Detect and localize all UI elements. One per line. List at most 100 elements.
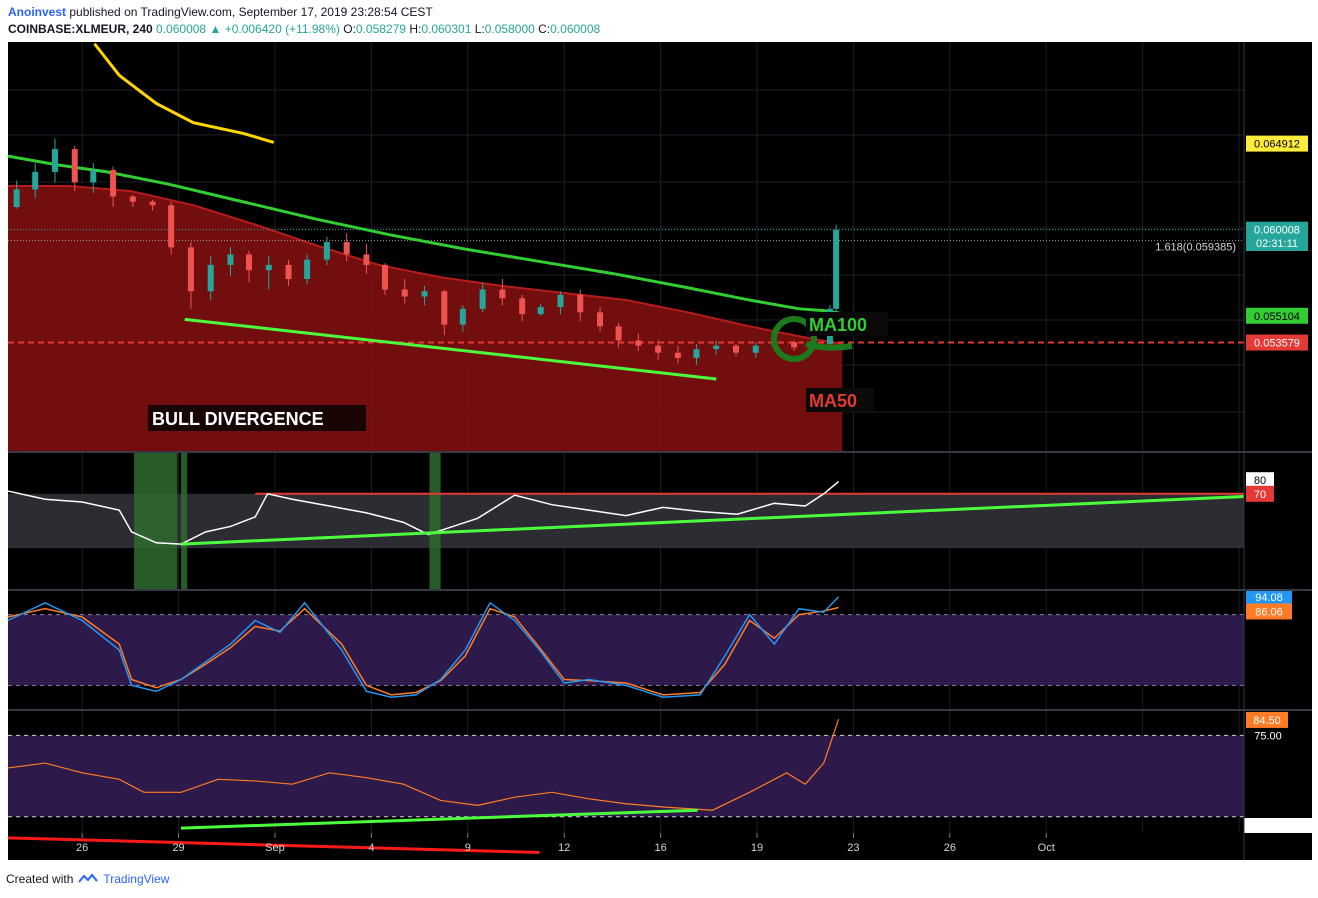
candle-body <box>441 291 448 325</box>
candle-body <box>519 298 526 315</box>
ma100-label-box <box>806 312 888 336</box>
ohlc-bar: COINBASE:XLMEUR, 240 0.060008 ▲ +0.00642… <box>8 22 600 36</box>
candle-body <box>655 345 662 353</box>
osc-red-trendline <box>7 836 540 855</box>
candle-body <box>304 259 311 279</box>
candle-body <box>459 308 466 325</box>
candle-body <box>499 289 506 299</box>
ma100-label: MA100 <box>809 315 867 335</box>
candle-body <box>227 254 234 265</box>
bull-divergence-box <box>148 405 366 431</box>
price-axis-tag <box>1246 307 1308 324</box>
stoch-k-line <box>7 596 840 698</box>
rsi-axis-tag <box>1246 472 1274 489</box>
candle-body <box>90 170 97 183</box>
ma100-line <box>7 154 843 316</box>
rsi-highlight-zone <box>181 453 188 589</box>
stoch-band <box>8 614 1244 686</box>
price-axis-label: 0.055104 <box>1254 311 1300 323</box>
high-label: H: <box>409 22 422 36</box>
candle-body <box>343 242 350 255</box>
ma50-fill-area <box>8 185 843 451</box>
rsi-highlight-zone <box>134 453 178 589</box>
stoch-axis-label: 86.06 <box>1255 606 1283 618</box>
osc-axis-tag <box>1246 711 1288 728</box>
candle-body <box>129 196 136 202</box>
candle-body <box>791 342 798 348</box>
time-axis-label: 26 <box>944 842 956 854</box>
open-label: O: <box>343 22 356 36</box>
candle-body <box>71 149 78 183</box>
candle-body <box>187 247 194 292</box>
price-axis-label: 02:31:11 <box>1256 238 1298 250</box>
footer: Created with TradingView <box>6 872 169 886</box>
price-axis-strip <box>1244 42 1312 818</box>
bull-divergence-label: BULL DIVERGENCE <box>152 409 324 429</box>
candle-body <box>207 264 214 292</box>
candle-body <box>597 312 604 327</box>
stoch-axis-tag <box>1246 603 1292 620</box>
fib-level-label: 1.618(0.059385) <box>1155 242 1236 254</box>
candle-body <box>265 264 272 271</box>
candle-body <box>110 170 117 197</box>
ma50-label-box <box>806 388 874 412</box>
symbol-label: COINBASE:XLMEUR, 240 <box>8 22 153 36</box>
time-axis-label: 16 <box>654 842 666 854</box>
created-with-text: Created with <box>6 872 74 886</box>
osc-line <box>7 718 840 811</box>
tradingview-brand-link[interactable]: TradingView <box>103 872 170 886</box>
candle-body <box>381 264 388 290</box>
osc-axis-label: 75.00 <box>1254 730 1282 742</box>
candle-body <box>635 340 642 346</box>
last-price: 0.060008 <box>156 22 207 36</box>
rsi-trendline <box>180 495 1245 546</box>
candle-body <box>13 189 20 208</box>
time-axis-label: 23 <box>847 842 859 854</box>
ma100-circle-tail <box>805 341 853 351</box>
price-axis-tag <box>1246 135 1308 152</box>
candle-body <box>149 201 156 206</box>
candle-body <box>733 345 740 353</box>
rsi-axis-label: 80 <box>1254 475 1266 487</box>
candle-body <box>32 171 39 190</box>
time-axis-label: Oct <box>1038 842 1055 854</box>
tradingview-logo-icon <box>78 873 99 883</box>
candle-body <box>401 289 408 297</box>
rsi-highlight-zone <box>429 453 441 589</box>
candle-body <box>674 352 681 358</box>
rsi-band <box>8 493 1244 549</box>
candle-body <box>246 254 253 271</box>
candle-body <box>713 345 720 350</box>
price-axis-label: 0.060008 <box>1254 225 1300 237</box>
price-axis-tag <box>1246 221 1308 238</box>
rsi-axis-tag <box>1246 485 1274 502</box>
up-arrow-icon: ▲ <box>209 22 222 36</box>
candle-body <box>323 242 330 260</box>
candle-body <box>285 264 292 279</box>
price-change: +0.006420 (+11.98%) <box>224 22 340 36</box>
open-value: 0.058279 <box>355 22 406 36</box>
time-axis-label: 26 <box>76 842 88 854</box>
ma200-line <box>93 42 275 144</box>
price-axis-label: 0.053579 <box>1254 338 1300 350</box>
candle-body <box>615 326 622 341</box>
price-axis-tag <box>1246 334 1308 351</box>
rsi-line <box>7 480 840 545</box>
low-value: 0.058000 <box>484 22 535 36</box>
candle-body <box>421 291 428 297</box>
low-label: L: <box>474 22 485 36</box>
publish-info: Anoinvest published on TradingView.com, … <box>8 5 433 19</box>
osc-band <box>8 735 1244 817</box>
osc-axis-label: 84.50 <box>1253 715 1281 727</box>
time-axis-label: 4 <box>368 842 374 854</box>
candle-body <box>577 294 584 313</box>
candle-body <box>752 345 759 353</box>
candle-body <box>557 294 564 308</box>
candle-body <box>168 205 175 248</box>
candle-body <box>363 254 370 265</box>
price-trendline <box>184 317 717 381</box>
time-axis-label: 12 <box>558 842 570 854</box>
time-axis-strip <box>8 833 1312 860</box>
author-name[interactable]: Anoinvest <box>8 5 67 19</box>
